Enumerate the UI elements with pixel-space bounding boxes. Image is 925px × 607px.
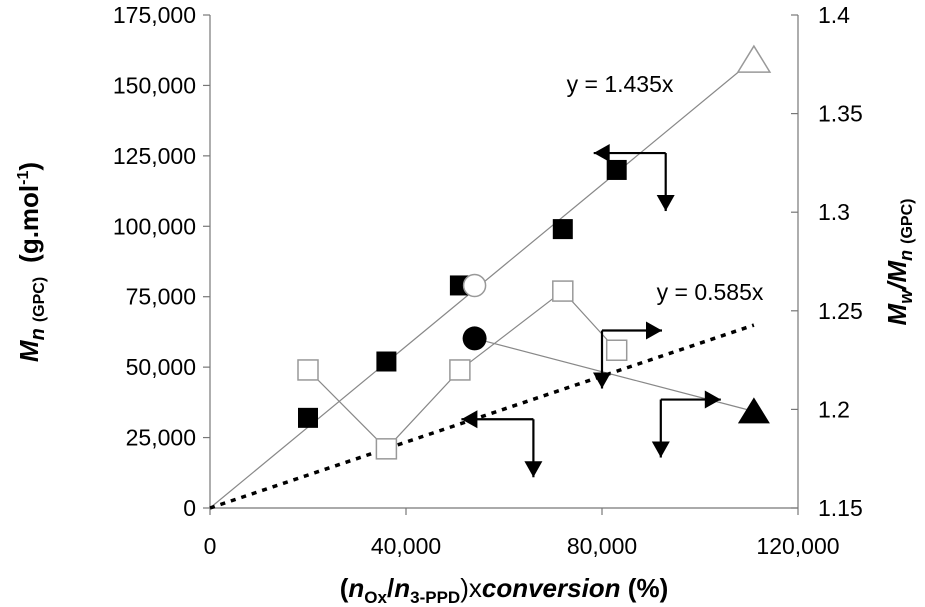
arrow-head	[656, 195, 675, 212]
trendline	[209, 323, 755, 510]
point-filled-circle	[462, 326, 487, 351]
x-axis-title: (nOx/n3-PPD)xconversion (%)	[340, 573, 669, 607]
x-tick-label: 120,000	[756, 533, 839, 559]
y-left-tick-label: 150,000	[113, 72, 196, 98]
y-right-tick-label: 1.35	[818, 101, 863, 127]
arrow-head	[704, 390, 721, 409]
y-left-tick-label: 50,000	[126, 354, 196, 380]
y-left-tick-label: 100,000	[113, 213, 196, 239]
arrow-head	[593, 144, 610, 163]
axis-pointer-right	[651, 390, 721, 458]
arrow-head	[593, 372, 611, 389]
axis-pointer-left	[593, 144, 675, 212]
left-ticks: 0 25,000 50,000 75,000 100,000 125,000 150,000…	[113, 2, 210, 521]
trendline-label: y = 0.585x	[657, 279, 764, 305]
point-open-square	[449, 359, 471, 381]
x-tick-label: 40,000	[371, 533, 441, 559]
y-left-tick-label: 0	[183, 495, 196, 521]
arrow-head	[524, 461, 543, 478]
axis-pointers	[461, 144, 721, 478]
connectors	[307, 290, 755, 450]
arrow-head	[651, 441, 670, 458]
point-open-square	[605, 339, 628, 361]
y-left-tick-label: 175,000	[113, 2, 196, 28]
x-ticks: 0 40,000 80,000 120,000	[204, 508, 840, 559]
point-open-square	[375, 438, 398, 460]
y-right-tick-label: 1.2	[818, 396, 850, 422]
point-open-circle	[462, 273, 487, 298]
axes	[209, 15, 799, 509]
point-filled-square	[298, 407, 318, 428]
point-filled-square	[606, 159, 627, 180]
y-right-tick-label: 1.4	[818, 2, 850, 28]
y-left-tick-label: 125,000	[113, 143, 196, 169]
trendline-label: y = 1.435x	[567, 71, 674, 97]
y-left-tick-label: 75,000	[126, 284, 196, 310]
y-left-axis-title: Mn(GPC)(g.mol-1)	[14, 162, 49, 362]
arrow-head	[646, 321, 662, 340]
y-right-tick-label: 1.25	[818, 298, 863, 324]
trend-labels: y = 1.435x y = 0.585x	[567, 71, 764, 305]
point-open-triangle	[736, 44, 772, 73]
axis-pointer-right	[593, 321, 662, 389]
x-tick-label: 80,000	[567, 533, 637, 559]
data-points	[297, 44, 772, 460]
point-filled-triangle	[737, 397, 770, 424]
point-open-square	[297, 359, 319, 381]
y-right-tick-label: 1.15	[818, 495, 863, 521]
y-right-tick-label: 1.3	[818, 199, 850, 225]
y-right-axis-title: Mw/Mn(GPC)	[882, 199, 916, 326]
point-filled-square	[552, 219, 573, 240]
axis-pointer-left	[461, 410, 543, 478]
point-open-square	[552, 280, 574, 302]
right-ticks: 1.15 1.2 1.25 1.3 1.35 1.4	[791, 2, 863, 521]
x-tick-label: 0	[204, 533, 217, 559]
point-filled-square	[376, 351, 397, 372]
y-left-tick-label: 25,000	[126, 425, 196, 451]
arrow-head	[461, 410, 478, 429]
